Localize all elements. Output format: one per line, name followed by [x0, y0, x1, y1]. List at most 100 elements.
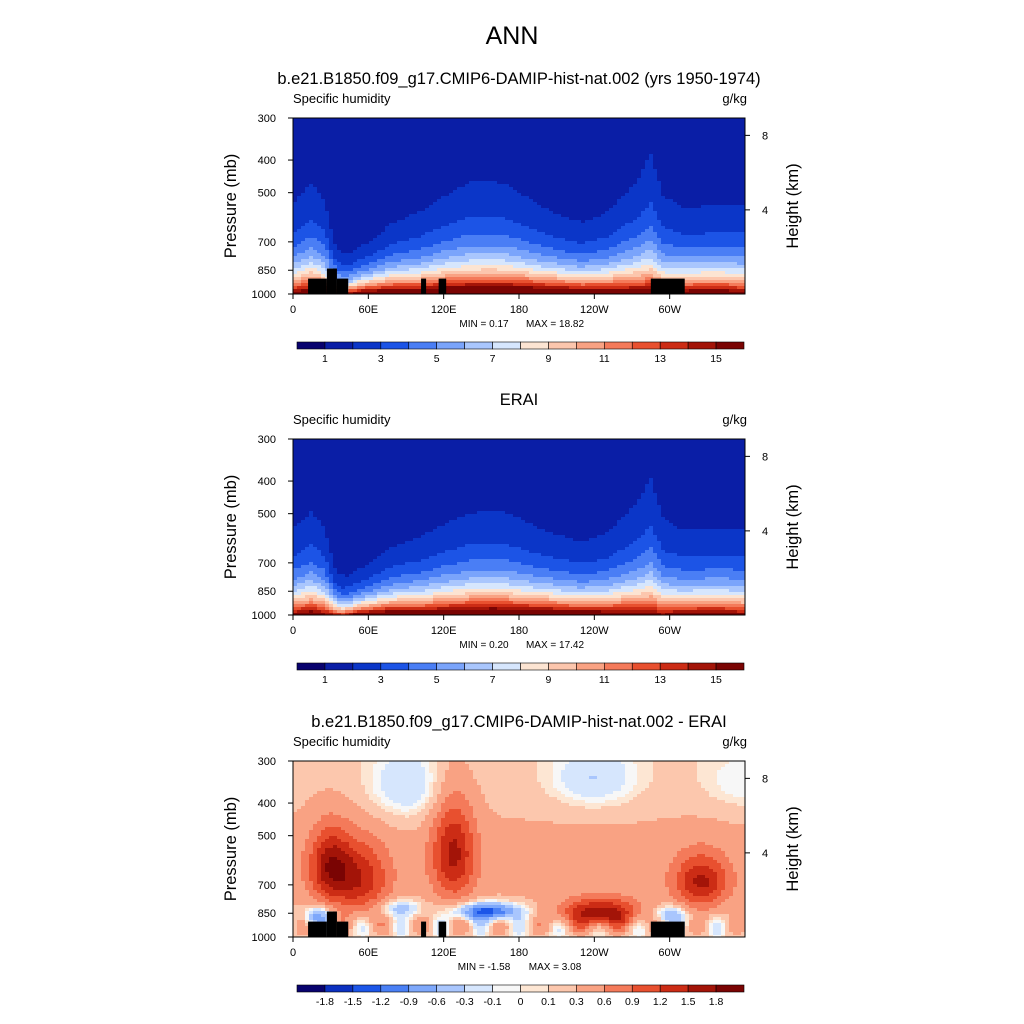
- heatmap-cell: [689, 178, 693, 181]
- heatmap-cell: [669, 199, 673, 202]
- heatmap-cell: [625, 127, 629, 130]
- heatmap-cell: [637, 199, 641, 202]
- heatmap-cell: [449, 193, 453, 196]
- heatmap-cell: [729, 193, 733, 196]
- heatmap-cell: [537, 118, 541, 121]
- heatmap-cell: [725, 121, 729, 124]
- heatmap-cell: [709, 154, 713, 157]
- heatmap-cell: [465, 166, 469, 169]
- heatmap-cell: [521, 145, 525, 148]
- heatmap-cell: [305, 163, 309, 166]
- heatmap-cell: [693, 166, 697, 169]
- heatmap-cell: [489, 154, 493, 157]
- heatmap-cell: [565, 199, 569, 202]
- heatmap-cell: [709, 187, 713, 190]
- heatmap-cell: [609, 127, 613, 130]
- heatmap-cell: [413, 196, 417, 199]
- heatmap-cell: [409, 118, 413, 121]
- heatmap-cell: [721, 145, 725, 148]
- heatmap-cell: [357, 160, 361, 163]
- heatmap-cell: [569, 142, 573, 145]
- heatmap-cell: [445, 199, 449, 202]
- heatmap-cell: [517, 142, 521, 145]
- heatmap-cell: [593, 199, 597, 202]
- heatmap-cell: [345, 160, 349, 163]
- heatmap-cell: [533, 199, 537, 202]
- heatmap-cell: [293, 160, 297, 163]
- heatmap-cell: [493, 139, 497, 142]
- heatmap-cell: [405, 178, 409, 181]
- heatmap-cell: [469, 175, 473, 178]
- heatmap-cell: [565, 154, 569, 157]
- heatmap-cell: [393, 133, 397, 136]
- heatmap-cell: [505, 181, 509, 184]
- heatmap-cell: [437, 178, 441, 181]
- heatmap-cell: [385, 181, 389, 184]
- heatmap-cell: [697, 148, 701, 151]
- heatmap-cell: [413, 202, 417, 205]
- heatmap-cell: [485, 160, 489, 163]
- heatmap-cell: [377, 193, 381, 196]
- heatmap-cell: [653, 178, 657, 181]
- heatmap-cell: [417, 142, 421, 145]
- heatmap-cell: [545, 196, 549, 199]
- heatmap-cell: [293, 133, 297, 136]
- heatmap-cell: [601, 193, 605, 196]
- heatmap-cell: [693, 169, 697, 172]
- heatmap-cell: [569, 172, 573, 175]
- heatmap-cell: [661, 160, 665, 163]
- heatmap-cell: [705, 136, 709, 139]
- heatmap-cell: [325, 136, 329, 139]
- heatmap-cell: [513, 202, 517, 205]
- heatmap-cell: [581, 160, 585, 163]
- heatmap-cell: [637, 151, 641, 154]
- heatmap-cell: [497, 193, 501, 196]
- heatmap-cell: [417, 124, 421, 127]
- heatmap-cell: [445, 118, 449, 121]
- heatmap-cell: [689, 142, 693, 145]
- heatmap-cell: [401, 121, 405, 124]
- heatmap-cell: [313, 133, 317, 136]
- heatmap-cell: [293, 121, 297, 124]
- heatmap-cell: [609, 187, 613, 190]
- heatmap-cell: [361, 193, 365, 196]
- heatmap-cell: [629, 130, 633, 133]
- heatmap-cell: [477, 181, 481, 184]
- heatmap-cell: [669, 157, 673, 160]
- heatmap-cell: [613, 163, 617, 166]
- heatmap-cell: [613, 193, 617, 196]
- heatmap-cell: [677, 196, 681, 199]
- heatmap-cell: [365, 178, 369, 181]
- heatmap-cell: [709, 175, 713, 178]
- heatmap-cell: [493, 124, 497, 127]
- heatmap-cell: [649, 136, 653, 139]
- heatmap-cell: [533, 136, 537, 139]
- heatmap-cell: [521, 196, 525, 199]
- heatmap-cell: [317, 193, 321, 196]
- heatmap-cell: [717, 121, 721, 124]
- heatmap-cell: [633, 196, 637, 199]
- heatmap-cell: [713, 175, 717, 178]
- heatmap-cell: [381, 196, 385, 199]
- heatmap-cell: [585, 157, 589, 160]
- heatmap-cell: [473, 118, 477, 121]
- heatmap-cell: [553, 181, 557, 184]
- heatmap-cell: [621, 127, 625, 130]
- heatmap-cell: [293, 154, 297, 157]
- heatmap-cell: [549, 166, 553, 169]
- heatmap-cell: [461, 202, 465, 205]
- heatmap-cell: [541, 127, 545, 130]
- heatmap-cell: [541, 175, 545, 178]
- heatmap-cell: [673, 178, 677, 181]
- heatmap-cell: [569, 148, 573, 151]
- heatmap-cell: [569, 178, 573, 181]
- heatmap-cell: [401, 178, 405, 181]
- heatmap-cell: [525, 184, 529, 187]
- heatmap-cell: [381, 136, 385, 139]
- heatmap-cell: [345, 136, 349, 139]
- heatmap-cell: [429, 145, 433, 148]
- heatmap-cell: [721, 178, 725, 181]
- heatmap-cell: [421, 142, 425, 145]
- heatmap-cell: [329, 136, 333, 139]
- heatmap-cell: [437, 160, 441, 163]
